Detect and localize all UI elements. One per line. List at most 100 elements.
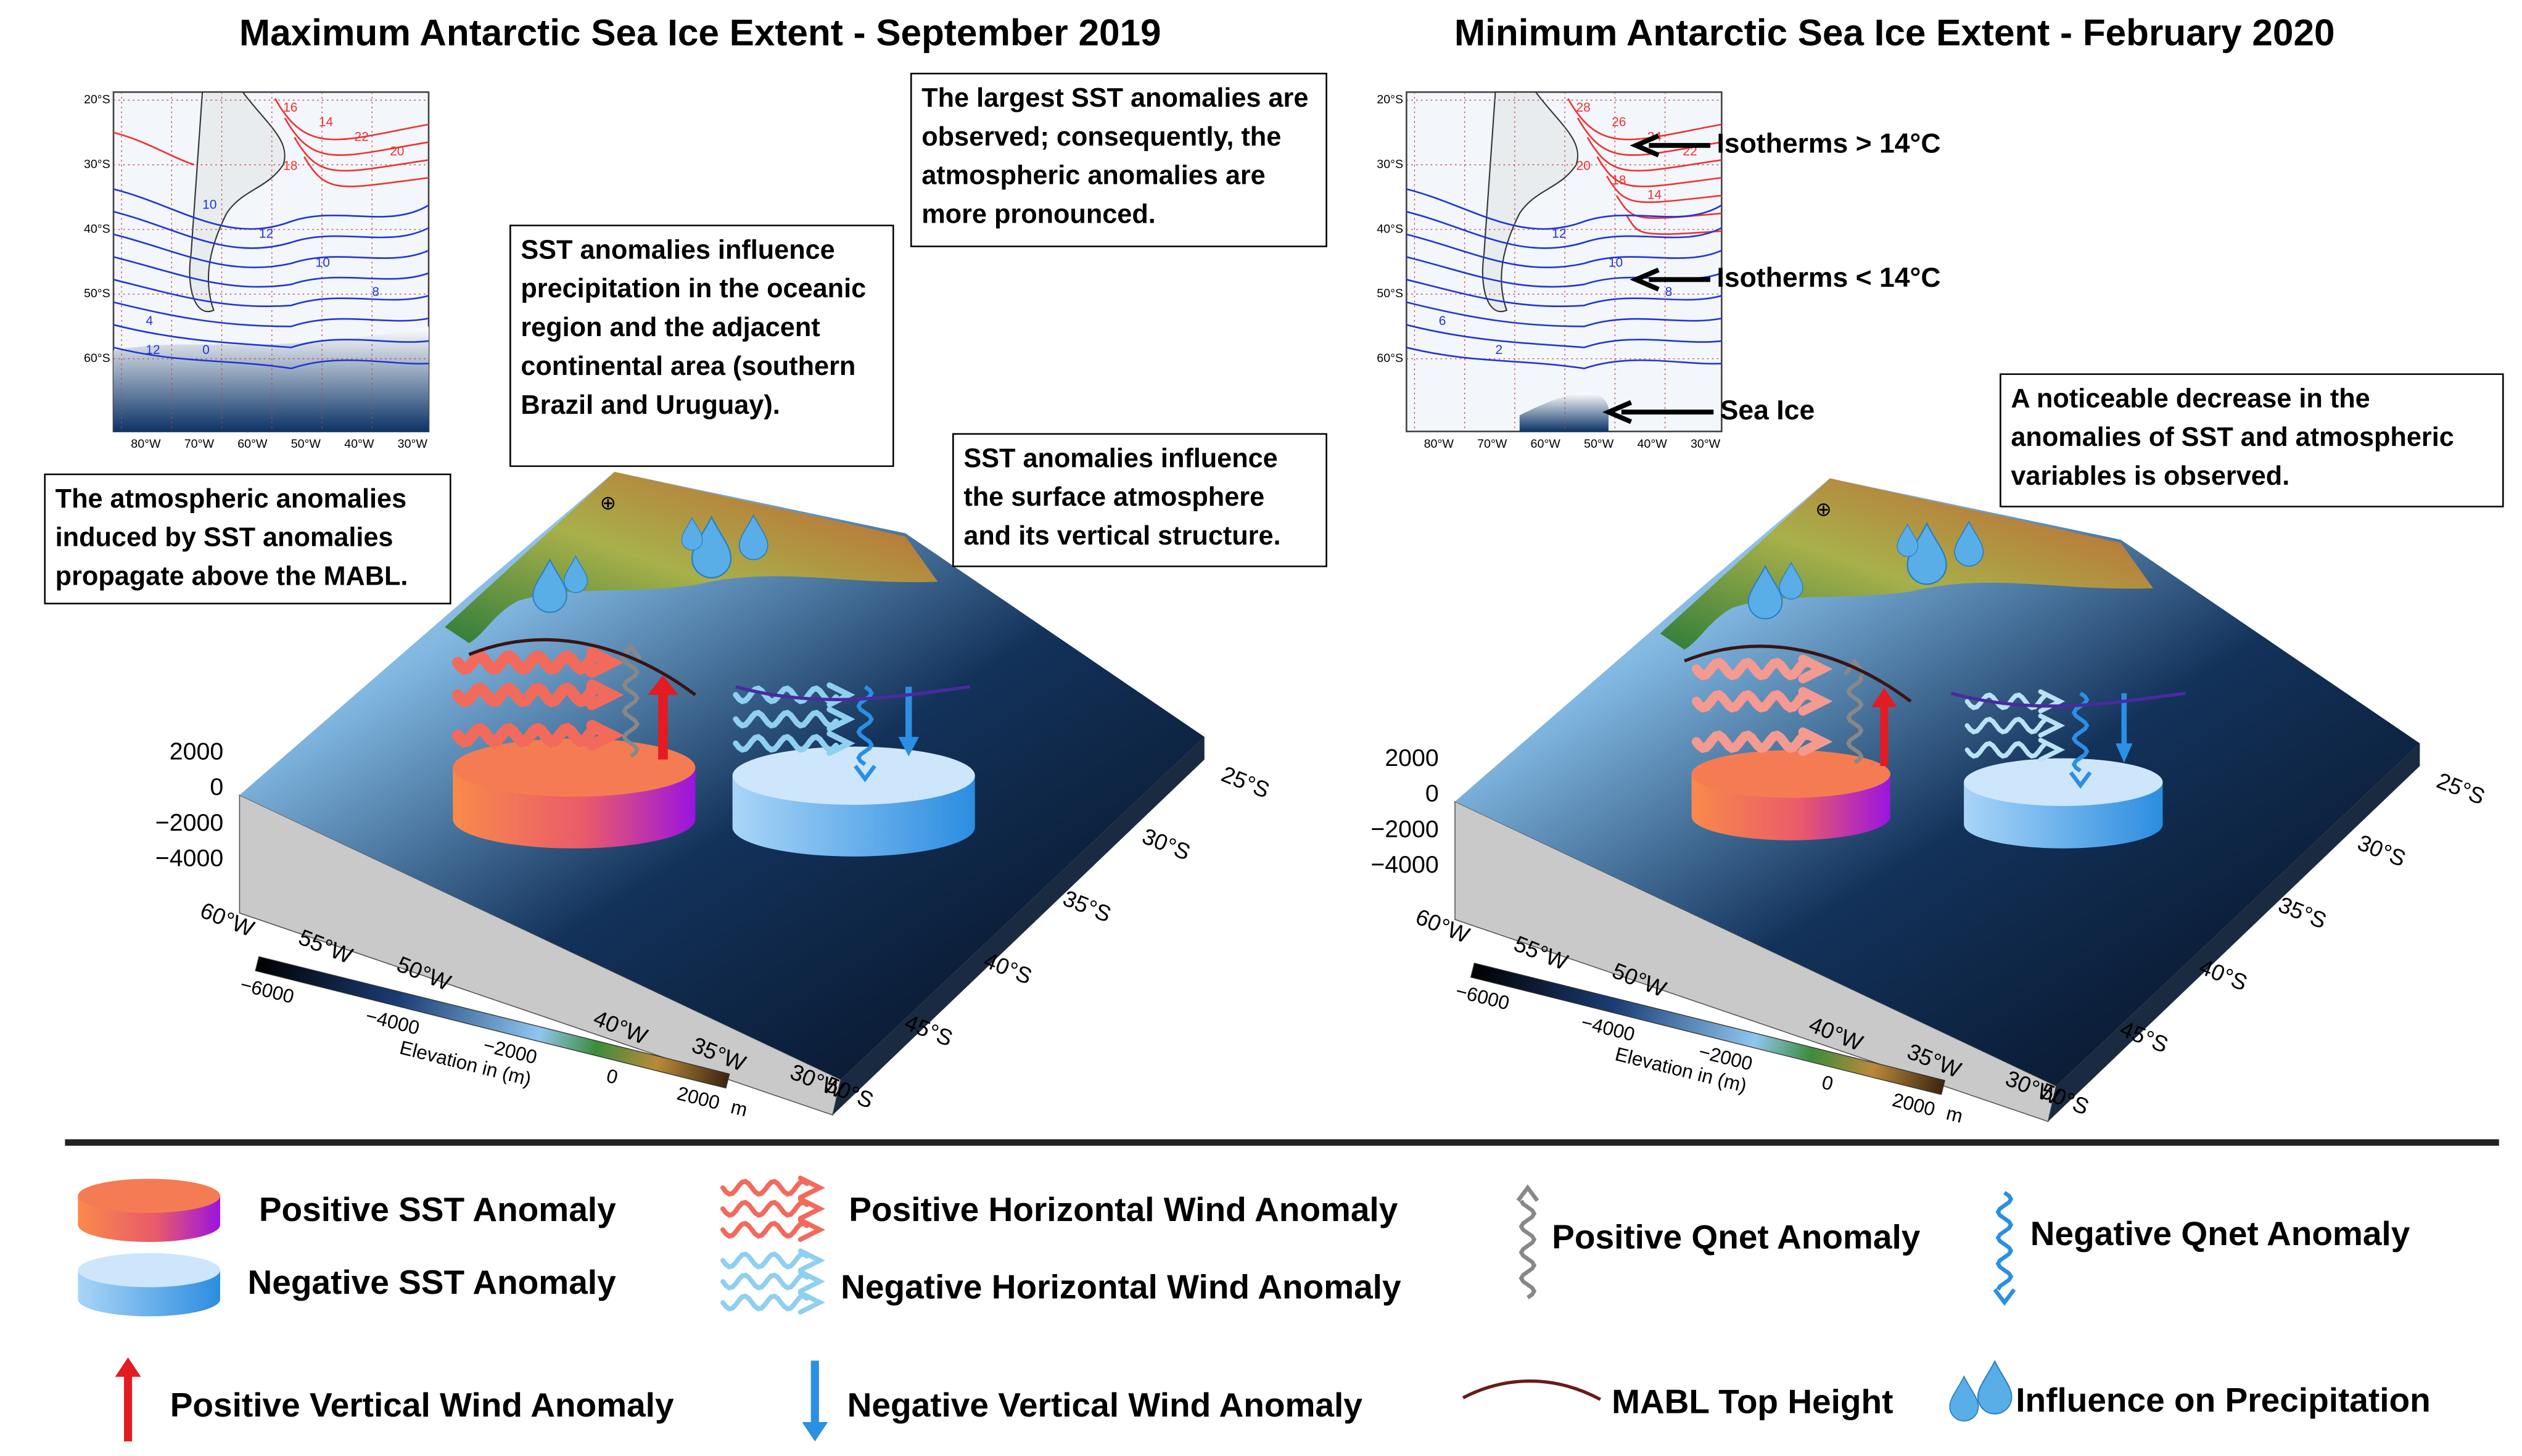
north-arrow: ⊕ xyxy=(600,492,616,514)
contour-label: 6 xyxy=(1439,314,1446,328)
vertical-wind-positive-head xyxy=(1871,688,1897,707)
isotherm-warm xyxy=(294,137,429,172)
isotherm-cold xyxy=(1406,324,1722,348)
map-inset: 20°S 30°S 40°S 50°S 60°S 80°W 70°W 60°W 50°W 40°W… xyxy=(1377,91,1723,451)
legend-label: Positive Horizontal Wind Anomaly xyxy=(849,1190,1398,1228)
contour-label: 28 xyxy=(1576,101,1590,115)
legend-wind-positive-head xyxy=(797,1175,825,1200)
colorbar-tick: 2000 xyxy=(675,1082,722,1114)
map-lon-label: 70°W xyxy=(184,437,215,451)
note-text: SST anomalies influence precipitation in… xyxy=(509,224,894,467)
note-box: The atmospheric anomalies induced by SST… xyxy=(44,473,451,605)
elevation-tick: 2000 xyxy=(1385,744,1438,771)
isotherm-warm xyxy=(1625,214,1722,235)
legend-sst-negative-top xyxy=(78,1252,220,1288)
isotherm-cold xyxy=(1406,301,1722,327)
map-lon-label: 40°W xyxy=(344,437,374,451)
elevation-tick: −2000 xyxy=(1370,815,1438,842)
continent xyxy=(1481,91,1579,313)
map-lat-label: 40°S xyxy=(1377,222,1403,236)
isotherm-warm xyxy=(284,117,429,156)
mabl-line xyxy=(735,685,971,702)
map-lon-label: 50°W xyxy=(291,437,321,451)
colorbar-strip xyxy=(255,956,730,1089)
legend-label: Influence on Precipitation xyxy=(2016,1381,2430,1419)
contour-label: 20 xyxy=(390,144,404,158)
legend-wind-negative-head xyxy=(797,1290,825,1315)
elevation-tick: 0 xyxy=(210,773,223,800)
annotation: Isotherms < 14°C xyxy=(1716,263,1940,293)
sea-ice xyxy=(1519,392,1609,432)
map-lon-label: 30°W xyxy=(1691,437,1721,451)
sst-negative-top xyxy=(732,746,975,805)
colorbar-tick: 2000 xyxy=(1890,1089,1937,1121)
map-lat-label: 30°S xyxy=(1377,157,1403,171)
contour-label: 14 xyxy=(1647,188,1662,202)
legend-wind-positive xyxy=(720,1178,810,1197)
mabl-line xyxy=(1684,644,1912,703)
legend-qnet-negative xyxy=(1995,1191,2014,1291)
continent xyxy=(189,91,286,313)
wind-negative-head xyxy=(2038,689,2066,714)
note-box: SST anomalies influence the surface atmo… xyxy=(952,433,1327,567)
sea-ice xyxy=(113,326,429,432)
elevation-tick: −4000 xyxy=(1370,851,1438,878)
legend: Positive SST Anomaly Negative SST Anomaly… xyxy=(78,1175,2431,1442)
map-lon-label: 80°W xyxy=(131,437,161,451)
isotherm-cold xyxy=(1406,347,1722,369)
isotherm-warm xyxy=(1586,137,1722,172)
isotherm-cold xyxy=(113,211,429,249)
legend-label: Negative Vertical Wind Anomaly xyxy=(847,1386,1363,1424)
isotherm-cold xyxy=(113,256,429,288)
note-text: The atmospheric anomalies induced by SST… xyxy=(44,473,451,605)
legend-qnet-positive xyxy=(1519,1199,1537,1299)
contour-label: 10 xyxy=(202,197,216,212)
legend-label: MABL Top Height xyxy=(1612,1383,1893,1421)
contour-label: 12 xyxy=(259,226,273,241)
contour-label: 0 xyxy=(202,343,210,357)
wind-positive-head xyxy=(1798,654,1833,684)
wind-negative-head xyxy=(826,682,855,708)
panel-title: Minimum Antarctic Sea Ice Extent - Febru… xyxy=(1454,12,2335,54)
note-text: A noticeable decrease in the anomalies o… xyxy=(2000,373,2504,508)
legend-label: Negative Qnet Anomaly xyxy=(2030,1214,2410,1252)
qnet-positive xyxy=(622,658,640,759)
legend-wind-negative xyxy=(720,1293,810,1312)
sst-negative-top xyxy=(1964,758,2163,806)
annotation-arrow xyxy=(1602,400,1714,424)
contour-label: 18 xyxy=(283,158,297,173)
wind-positive-head xyxy=(1798,687,1833,716)
legend-label: Positive SST Anomaly xyxy=(259,1190,616,1228)
map-lon-label: 40°W xyxy=(1638,437,1668,451)
contour-label: 2 xyxy=(1495,343,1502,357)
vertical-wind-negative-head xyxy=(898,736,920,757)
wind-positive-head xyxy=(586,720,624,751)
elevation-tick: 0 xyxy=(1425,780,1439,807)
contour-label: 18 xyxy=(1612,173,1626,187)
precip-drop xyxy=(563,555,588,593)
land-surface xyxy=(1660,478,2153,650)
wind-negative xyxy=(1964,717,2047,734)
qnet-negative-head xyxy=(2069,771,2092,789)
wind-positive xyxy=(451,650,603,675)
isotherm-warm xyxy=(1596,156,1722,187)
note-box: The largest SST anomalies are observed; … xyxy=(910,72,1327,247)
north-arrow: ⊕ xyxy=(1815,498,1831,520)
colorbar-strip xyxy=(1470,962,1945,1095)
note-text: The largest SST anomalies are observed; … xyxy=(910,72,1327,247)
panel-title: Maximum Antarctic Sea Ice Extent - Septe… xyxy=(239,12,1161,54)
mabl-line xyxy=(468,638,696,696)
wind-negative xyxy=(1964,692,2047,710)
map-lon-label: 30°W xyxy=(398,437,428,451)
wind-positive xyxy=(1691,657,1811,681)
legend-wind-negative xyxy=(720,1251,810,1270)
precip-drop xyxy=(681,517,703,551)
map-lat-label: 60°S xyxy=(84,352,110,365)
vertical-wind-positive-head xyxy=(647,675,679,695)
legend-qnet-negative-head xyxy=(1993,1288,2016,1306)
contour-label: 10 xyxy=(316,256,330,270)
wind-positive-head xyxy=(586,647,624,678)
isotherm-cold xyxy=(1406,233,1722,269)
